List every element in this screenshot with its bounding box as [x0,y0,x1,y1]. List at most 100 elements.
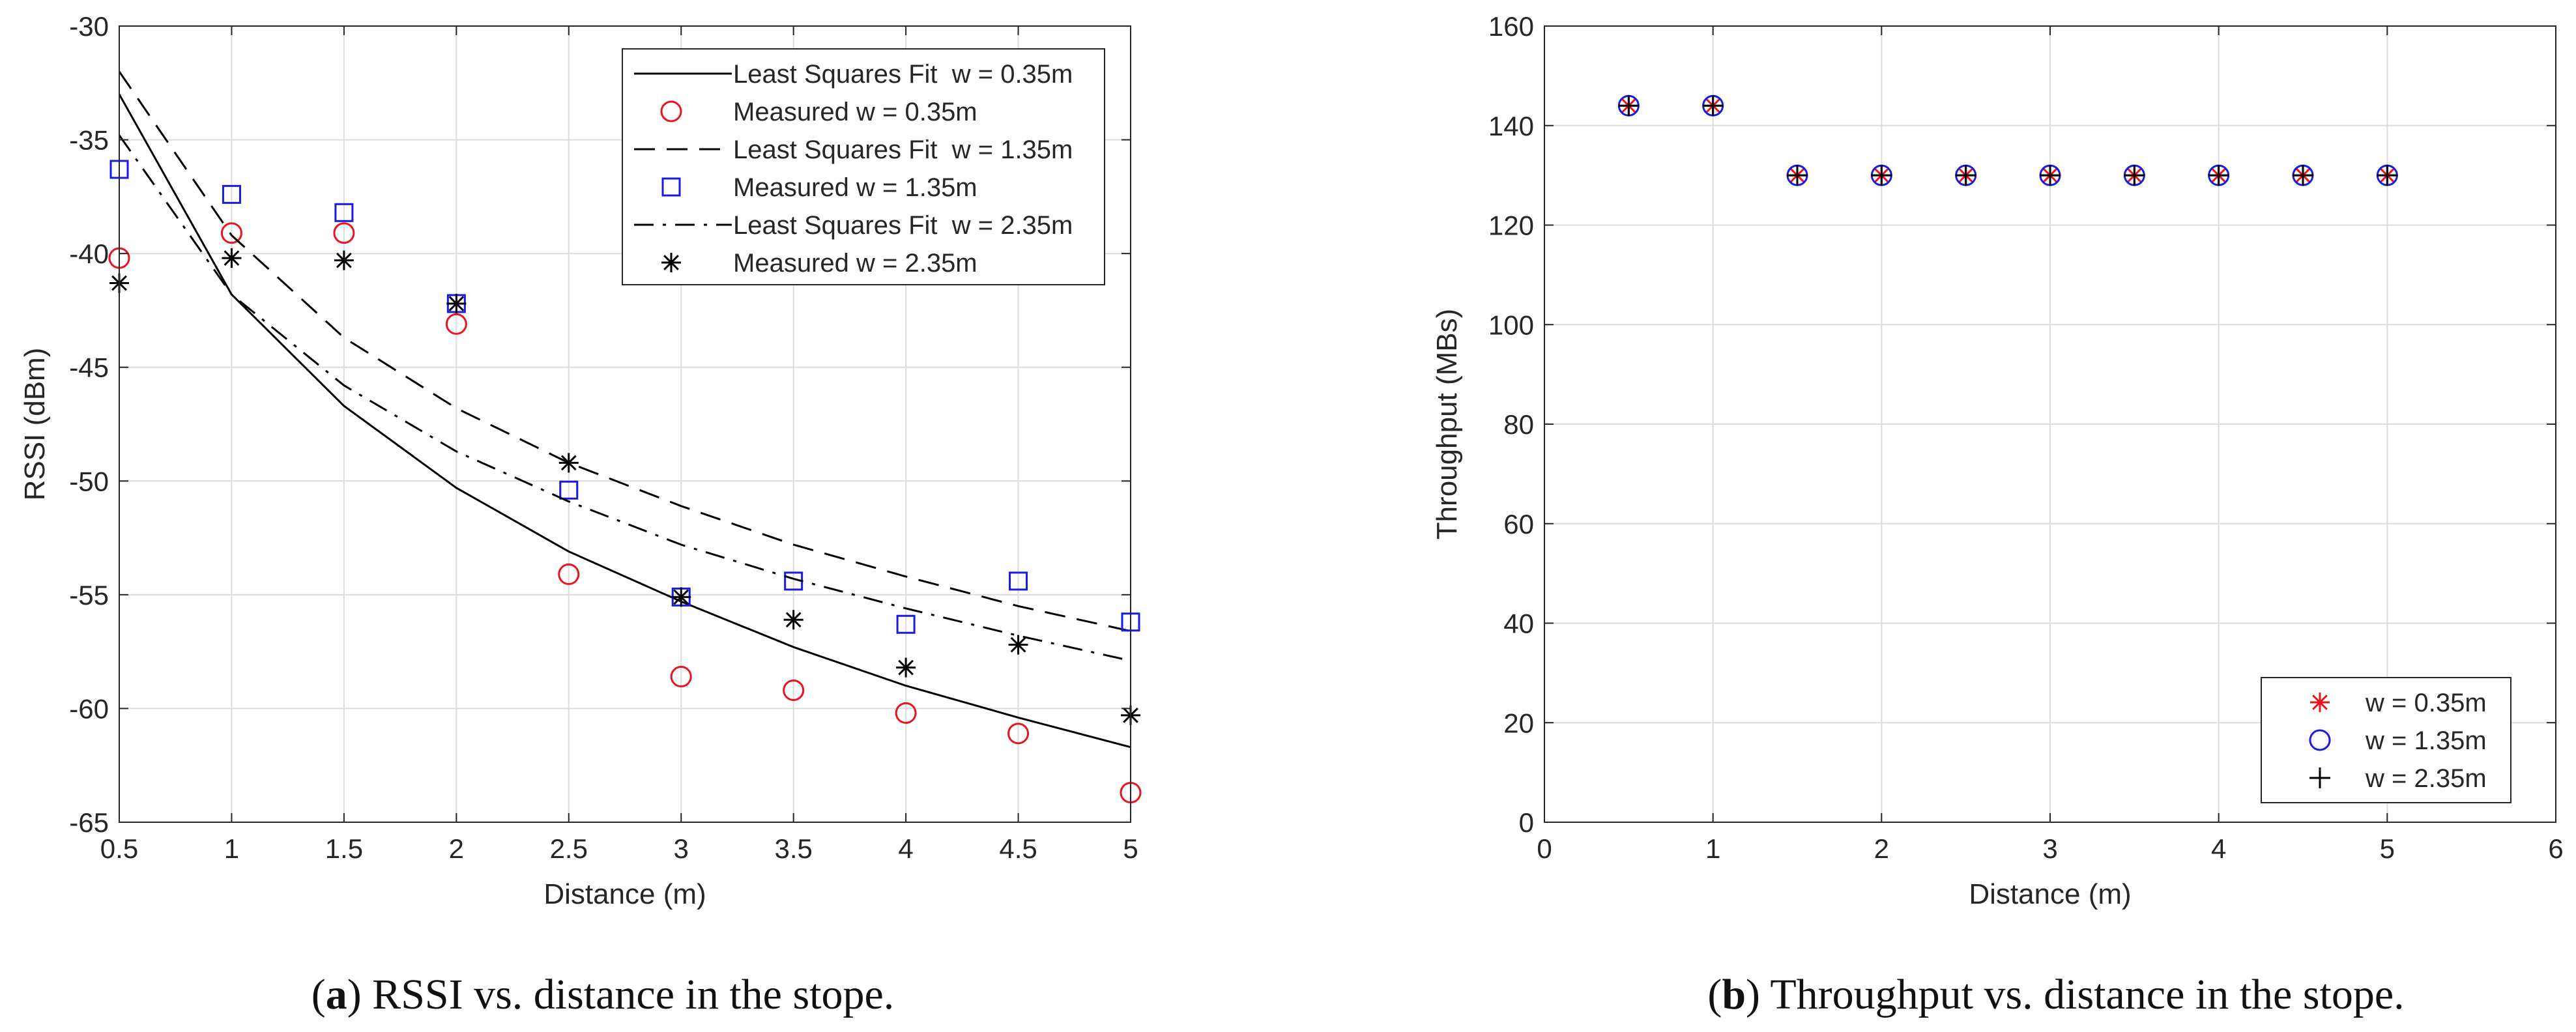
rssi-point-5-4 [558,453,579,473]
rssi-y-tick-label-4: -45 [69,352,109,383]
throughput-legend: w = 0.35m w = 1.35m w = 2.35m [2261,677,2511,803]
rssi-point-5-5 [671,587,691,607]
rssi-x-tick-label-5: 3 [674,833,689,864]
rssi-point-5-2 [334,250,354,270]
throughput-series [1617,94,2398,186]
rssi-y-tick-label-0: -65 [69,807,109,838]
throughput-legend-label-1: w = 1.35m [2365,726,2487,755]
rssi-legend-item-0: Least Squares Fit w = 0.35m [634,60,1073,89]
throughput-y-axis-label: Throughput (MBs) [1431,309,1463,540]
throughput-caption-label: b [1722,971,1746,1018]
rssi-legend-item-3: Measured w = 1.35m [661,173,977,202]
throughput-point-2-7 [2208,165,2229,186]
throughput-point-2-8 [2293,165,2313,186]
rssi-point-5-6 [783,610,803,630]
throughput-legend-item-2: w = 2.35m [2309,764,2487,793]
rssi-series-0 [118,93,1131,749]
rssi-legend-label-0: Least Squares Fit w = 0.35m [733,60,1073,89]
rssi-y-tick-label-7: -30 [69,11,109,42]
throughput-x-tick-label-3: 3 [2042,833,2057,864]
rssi-series-5 [109,248,1140,725]
throughput-y-tick-label-7: 140 [1488,111,1534,141]
rssi-caption-text: RSSI vs. distance in the stope. [372,971,894,1018]
rssi-point-5-3 [446,293,467,313]
rssi-legend-box [622,48,1105,285]
rssi-legend-swatch-1 [660,100,682,122]
throughput-grid [1544,25,2556,823]
rssi-y-axis-label: RSSI (dBm) [19,348,51,501]
rssi-legend-item-1: Measured w = 0.35m [660,98,977,126]
rssi-point-5-8 [1008,635,1028,655]
rssi-axes-box [119,25,1131,823]
rssi-fit-line-2 [118,70,1131,633]
rssi-point-1-6 [783,679,805,701]
rssi-legend-label-2: Least Squares Fit w = 1.35m [733,136,1073,164]
throughput-legend-swatch-1 [2309,729,2331,751]
throughput-point-2-3 [1871,165,1892,186]
throughput-point-2-6 [2124,165,2145,186]
rssi-y-tick-label-5: -40 [69,238,109,269]
rssi-caption-label: a [326,971,347,1018]
throughput-point-2-2 [1787,165,1808,186]
rssi-legend-item-5: Measured w = 2.35m [661,249,977,278]
rssi-y-tick-label-2: -55 [69,580,109,610]
rssi-chart: 0.5 1 1.5 2 2.5 3 3.5 4 4.5 5 -65 -60 -55 -50 -45 -40 -3… [19,11,1142,1018]
rssi-point-1-3 [445,313,467,335]
throughput-point-2-9 [2377,165,2398,186]
rssi-x-tick-label-1: 1 [224,833,239,864]
rssi-fit-line-0 [118,93,1131,749]
rssi-x-axis-label: Distance (m) [543,878,706,910]
rssi-point-3-1 [222,184,241,204]
throughput-x-tick-label-5: 5 [2380,833,2395,864]
rssi-point-1-4 [558,563,580,585]
throughput-y-tick-label-6: 120 [1488,210,1534,241]
rssi-x-tick-label-4: 2.5 [550,833,588,864]
throughput-legend-swatch-2 [2309,767,2330,788]
throughput-y-tick-label-4: 80 [1503,409,1534,440]
throughput-y-tick-label-2: 40 [1503,609,1534,639]
throughput-legend-box [2261,677,2511,803]
throughput-caption-text: Throughput vs. distance in the stope. [1770,971,2404,1018]
rssi-legend-item-2: Least Squares Fit w = 1.35m [634,136,1073,164]
throughput-y-tick-label-8: 160 [1488,11,1534,42]
rssi-legend: Least Squares Fit w = 0.35m Measured w = … [622,48,1105,285]
throughput-point-2-1 [1702,95,1724,117]
rssi-legend-swatch-5 [661,253,681,272]
rssi-point-3-7 [896,614,916,634]
rssi-x-tick-label-9: 5 [1123,833,1138,864]
rssi-point-3-2 [334,203,354,222]
throughput-y-tick-label-0: 0 [1519,807,1534,838]
throughput-y-tick-label-5: 100 [1488,309,1534,340]
rssi-y-tick-label-1: -60 [69,693,109,724]
throughput-legend-item-0: w = 0.35m [2310,689,2487,717]
rssi-point-5-1 [222,248,242,268]
throughput-y-tick-label-1: 20 [1503,708,1534,738]
rssi-point-1-8 [1007,723,1030,745]
rssi-x-tick-label-2: 1.5 [325,833,363,864]
rssi-fit-line-4 [118,134,1131,662]
rssi-legend-label-1: Measured w = 0.35m [733,98,977,126]
throughput-y-tick-label-3: 60 [1503,509,1534,539]
throughput-x-tick-label-4: 4 [2211,833,2226,864]
rssi-point-1-2 [333,222,355,244]
throughput-legend-label-2: w = 2.35m [2365,764,2487,793]
throughput-x-axis-label: Distance (m) [1969,878,2131,910]
rssi-point-1-1 [220,222,242,244]
rssi-ticks: 0.5 1 1.5 2 2.5 3 3.5 4 4.5 5 -65 -60 -55 -50 -45 -40 -3… [69,11,1138,864]
rssi-series-4 [118,134,1131,662]
rssi-series [108,70,1142,804]
throughput-caption: (b) Throughput vs. distance in the stope… [1707,971,2404,1018]
rssi-legend-label-5: Measured w = 2.35m [733,249,977,278]
rssi-legend-label-3: Measured w = 1.35m [733,173,977,202]
rssi-x-tick-label-3: 2 [449,833,464,864]
throughput-x-tick-label-2: 2 [1874,833,1889,864]
throughput-legend-label-0: w = 0.35m [2365,689,2487,717]
throughput-x-tick-label-0: 0 [1537,833,1552,864]
throughput-series-2 [1618,95,2398,186]
throughput-point-2-0 [1618,95,1640,117]
throughput-x-tick-label-1: 1 [1705,833,1720,864]
rssi-point-5-7 [896,657,916,678]
